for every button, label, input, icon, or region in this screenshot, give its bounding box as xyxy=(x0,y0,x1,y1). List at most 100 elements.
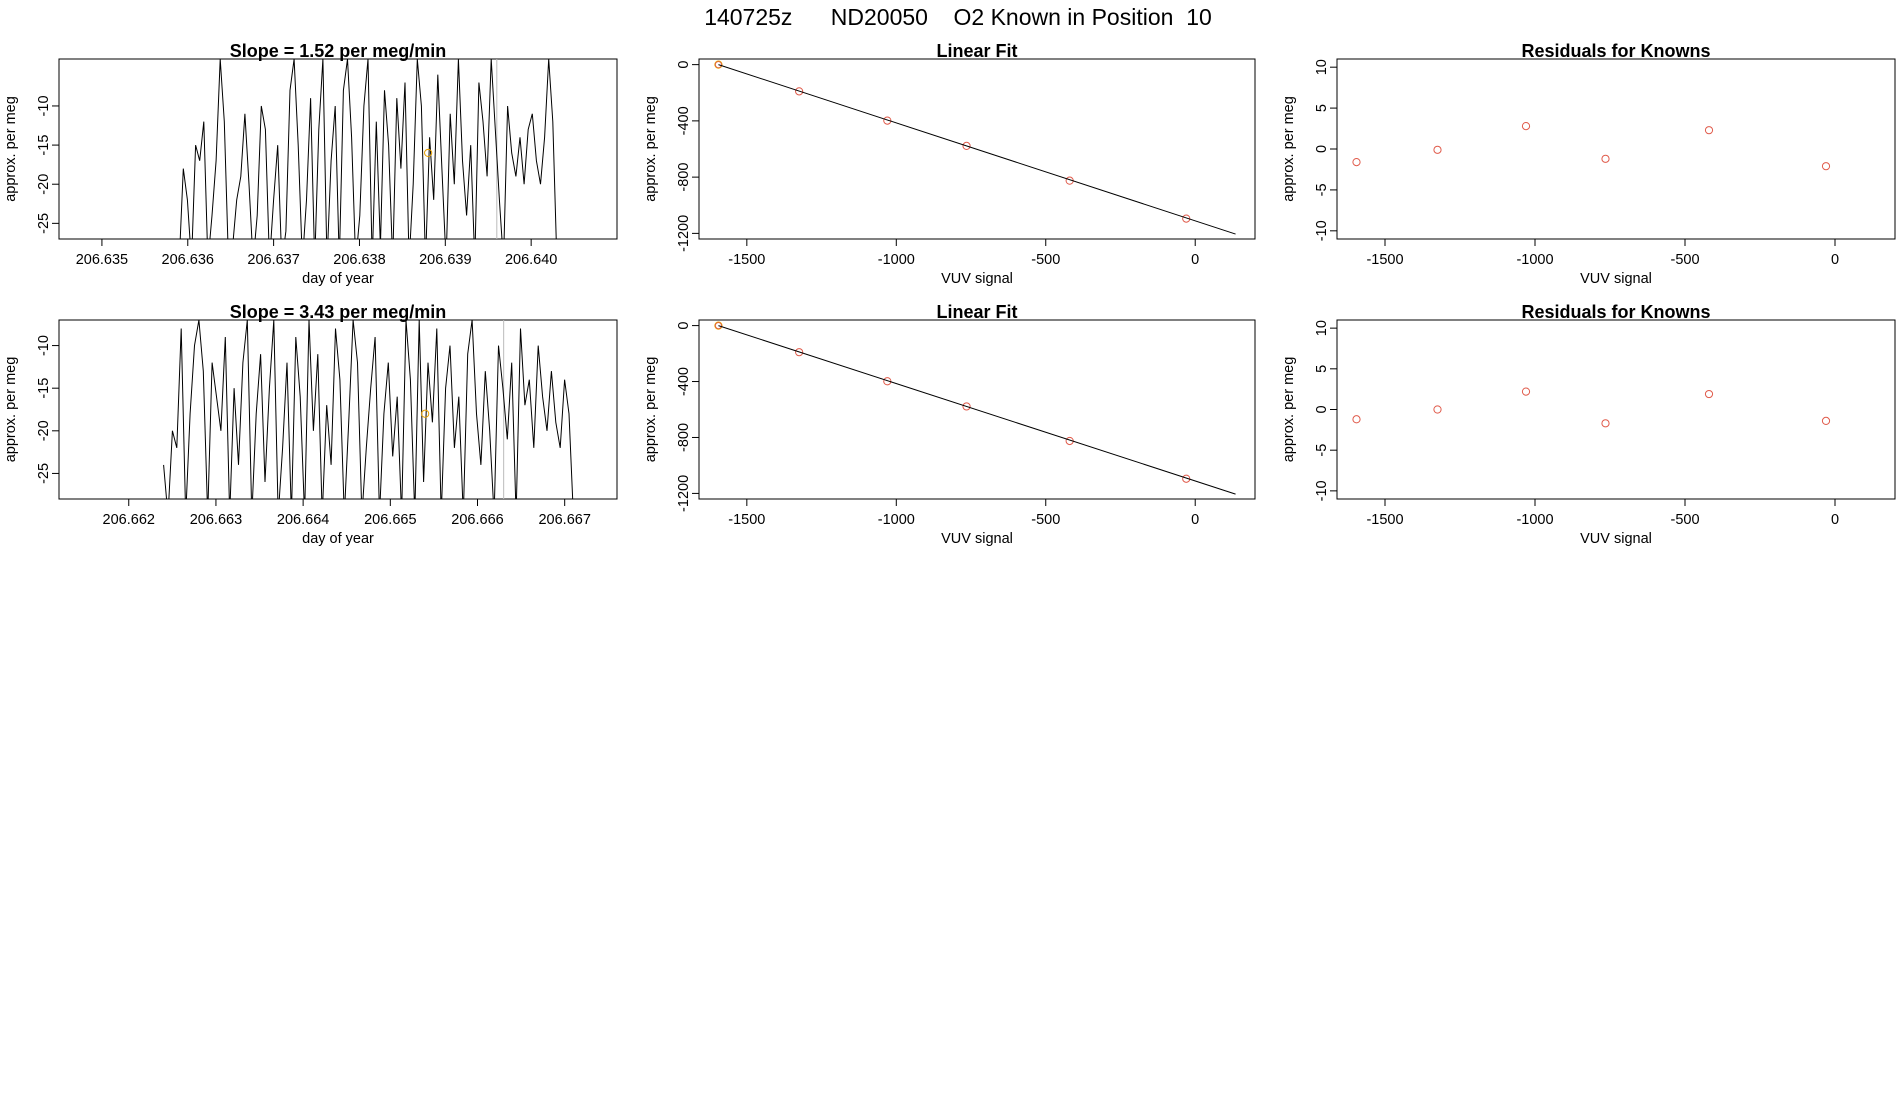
data-point xyxy=(1433,405,1442,414)
x-tick-label: 206.635 xyxy=(76,252,128,268)
x-axis-label: day of year xyxy=(302,531,374,547)
x-tick-label: 206.640 xyxy=(505,252,557,268)
y-tick-label: -15 xyxy=(36,135,52,156)
y-tick-label: 0 xyxy=(1314,145,1330,153)
y-tick-label: -10 xyxy=(36,335,52,356)
figure-title: 140725z ND20050 O2 Known in Position 10 xyxy=(704,4,1212,30)
data-point xyxy=(1601,154,1610,163)
y-tick-label: -20 xyxy=(36,174,52,195)
plot-frame xyxy=(58,58,618,240)
y-tick-label: -25 xyxy=(36,213,52,234)
fit-line xyxy=(718,325,1236,495)
data-point xyxy=(1601,419,1610,428)
y-tick-label: -800 xyxy=(676,423,692,452)
x-tick-label: -1000 xyxy=(878,512,915,528)
x-tick-label: -500 xyxy=(1031,512,1060,528)
y-axis-label: approx. per meg xyxy=(1281,96,1297,202)
x-tick-label: 206.636 xyxy=(162,252,214,268)
y-tick-label: -5 xyxy=(1314,444,1330,457)
y-tick-label: -1200 xyxy=(676,215,692,252)
data-point xyxy=(1521,121,1531,131)
x-tick-label: 206.663 xyxy=(190,512,242,528)
y-tick-label: 10 xyxy=(1314,59,1330,75)
plot-frame xyxy=(1336,58,1896,240)
panel-grid: Slope = 1.52 per meg/min 206.635 206.636 20… xyxy=(3,41,1896,547)
x-tick-label: -1000 xyxy=(1516,512,1553,528)
x-axis: 206.635 206.636 206.637 206.638 206.639 206.6… xyxy=(76,239,557,268)
y-tick-label: -1200 xyxy=(676,475,692,512)
plot-area xyxy=(179,59,557,239)
data-point xyxy=(1821,416,1831,425)
y-axis: 10 5 0 -5 -10 xyxy=(1314,320,1337,501)
panel-title: Linear Fit xyxy=(936,302,1017,322)
x-axis: -1500 -1000 -500 0 xyxy=(1366,239,1839,268)
y-tick-label: -15 xyxy=(36,378,52,399)
data-point xyxy=(1704,389,1714,399)
residuals-2-panel: Residuals for Knowns-1500 -1000 -500 01050-… xyxy=(1281,302,1896,547)
x-tick-label: 206.639 xyxy=(419,252,471,268)
y-tick-label: -400 xyxy=(676,367,692,396)
x-axis: -1500 -1000 -500 0 xyxy=(728,499,1199,528)
plot-area xyxy=(1352,387,1831,428)
y-tick-label: -800 xyxy=(676,163,692,192)
y-axis: -25 -20 -15 -10 xyxy=(36,95,59,234)
y-axis: 0 -400 -800 -1200 xyxy=(676,61,699,252)
y-axis: -25 -20 -15 -10 xyxy=(36,335,59,484)
y-tick-label: 5 xyxy=(1314,104,1330,112)
y-axis-label: approx. per meg xyxy=(3,96,19,202)
x-tick-label: 0 xyxy=(1831,252,1839,268)
data-point xyxy=(883,116,892,125)
fit-line xyxy=(718,64,1236,235)
data-point xyxy=(1433,145,1442,154)
series-line xyxy=(179,59,557,239)
x-tick-label: -1000 xyxy=(1516,252,1553,268)
x-axis: 206.662 206.663 206.664 206.665 206.666 206.6… xyxy=(103,499,591,528)
x-axis-label: VUV signal xyxy=(941,271,1013,287)
panel-title: Slope = 1.52 per meg/min xyxy=(230,41,447,61)
y-tick-label: -10 xyxy=(36,95,52,116)
x-tick-label: -1500 xyxy=(728,252,765,268)
y-tick-label: -10 xyxy=(1314,480,1330,501)
y-axis-label: approx. per meg xyxy=(1281,357,1297,463)
panel-title: Residuals for Knowns xyxy=(1521,302,1710,322)
residuals-1-panel: Residuals for Knowns-1500 -1000 -500 01050-… xyxy=(1281,41,1896,287)
x-tick-label: -1500 xyxy=(1366,252,1403,268)
linearfit-1-panel: Linear Fit -1500 -1000 -500 0 0 -400 -800 -1200 V… xyxy=(643,41,1256,287)
x-tick-label: 206.666 xyxy=(451,512,503,528)
x-axis: -1500 -1000 -500 0 xyxy=(728,239,1199,268)
x-tick-label: 206.664 xyxy=(277,512,329,528)
y-tick-label: 0 xyxy=(676,61,692,69)
data-point-overlay xyxy=(715,322,722,329)
y-axis-label: approx. per meg xyxy=(3,357,19,463)
x-axis-label: day of year xyxy=(302,271,374,287)
x-tick-label: 206.638 xyxy=(333,252,385,268)
y-tick-label: -20 xyxy=(36,420,52,441)
x-axis: -1500 -1000 -500 0 xyxy=(1366,499,1839,528)
timeseries-1-panel: Slope = 1.52 per meg/min 206.635 206.636 20… xyxy=(3,41,618,287)
data-point-overlay xyxy=(715,61,722,69)
data-point xyxy=(1821,162,1831,171)
data-point xyxy=(962,141,971,151)
x-axis-label: VUV signal xyxy=(941,531,1013,547)
y-tick-label: -25 xyxy=(36,463,52,484)
x-tick-label: 206.662 xyxy=(103,512,155,528)
data-point xyxy=(1521,387,1531,396)
y-tick-label: -10 xyxy=(1314,220,1330,241)
x-tick-label: 206.667 xyxy=(538,512,590,528)
plot-frame xyxy=(698,319,1256,500)
data-point xyxy=(883,377,892,386)
data-point xyxy=(1704,126,1714,135)
data-point xyxy=(795,348,804,357)
plot-area xyxy=(1352,121,1831,171)
data-point xyxy=(962,402,971,411)
linearfit-2-panel: Linear Fit -1500 -1000 -500 0 0 -400 -800 -1200 V… xyxy=(643,302,1256,547)
x-tick-label: 0 xyxy=(1191,512,1199,528)
panel-title: Linear Fit xyxy=(936,41,1017,61)
x-tick-label: 206.665 xyxy=(364,512,416,528)
y-axis: 0 -400 -800 -1200 xyxy=(676,322,699,512)
y-axis-label: approx. per meg xyxy=(643,357,659,463)
plot-frame xyxy=(698,58,1256,240)
y-tick-label: -400 xyxy=(676,106,692,135)
